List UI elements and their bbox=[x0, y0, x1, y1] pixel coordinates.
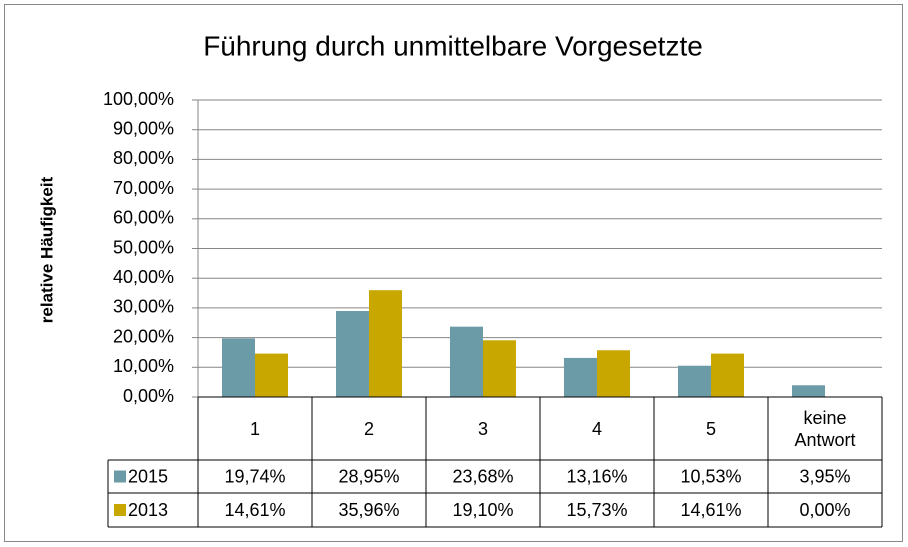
bar bbox=[336, 311, 369, 397]
bar bbox=[222, 338, 255, 397]
data-label: 14,61% bbox=[680, 500, 741, 520]
bar bbox=[597, 350, 630, 397]
bar bbox=[483, 340, 516, 397]
y-tick-label: 30,00% bbox=[113, 297, 174, 317]
x-tick-label: 2 bbox=[363, 418, 374, 439]
x-tick-label: 3 bbox=[477, 418, 488, 439]
legend-label: 2015 bbox=[128, 466, 168, 486]
data-label: 35,96% bbox=[338, 500, 399, 520]
legend-swatch bbox=[114, 504, 126, 516]
y-tick-label: 0,00% bbox=[123, 386, 174, 406]
bar bbox=[678, 365, 711, 397]
y-tick-label: 50,00% bbox=[113, 237, 174, 257]
bar bbox=[792, 385, 825, 397]
chart-title: Führung durch unmittelbare Vorgesetzte bbox=[203, 30, 703, 61]
data-label: 28,95% bbox=[338, 466, 399, 486]
x-tick-label: 1 bbox=[249, 418, 260, 439]
data-label: 15,73% bbox=[566, 500, 627, 520]
y-tick-label: 20,00% bbox=[113, 326, 174, 346]
bar bbox=[369, 290, 402, 397]
y-tick-label: 100,00% bbox=[103, 89, 174, 109]
y-tick-label: 60,00% bbox=[113, 208, 174, 228]
y-axis-label: relative Häufigkeit bbox=[37, 176, 56, 323]
legend-label: 2013 bbox=[128, 500, 168, 520]
y-tick-label: 40,00% bbox=[113, 267, 174, 287]
y-tick-label: 90,00% bbox=[113, 118, 174, 138]
data-label: 19,10% bbox=[452, 500, 513, 520]
chart-frame bbox=[4, 4, 903, 542]
bar bbox=[450, 326, 483, 397]
bar bbox=[255, 353, 288, 397]
data-label: 13,16% bbox=[566, 466, 627, 486]
data-label: 10,53% bbox=[680, 466, 741, 486]
x-tick-label: 4 bbox=[591, 418, 602, 439]
bar bbox=[564, 357, 597, 397]
y-tick-label: 10,00% bbox=[113, 356, 174, 376]
data-label: 23,68% bbox=[452, 466, 513, 486]
x-tick-label: 5 bbox=[705, 418, 716, 439]
bar bbox=[711, 353, 744, 397]
legend-swatch bbox=[114, 470, 126, 483]
data-label: 14,61% bbox=[224, 500, 285, 520]
data-label: 19,74% bbox=[224, 466, 285, 486]
data-label: 3,95% bbox=[799, 466, 850, 486]
y-tick-label: 70,00% bbox=[113, 178, 174, 198]
data-label: 0,00% bbox=[799, 500, 850, 520]
x-tick-label: keine Antwort bbox=[794, 407, 856, 450]
y-tick-label: 80,00% bbox=[113, 148, 174, 168]
